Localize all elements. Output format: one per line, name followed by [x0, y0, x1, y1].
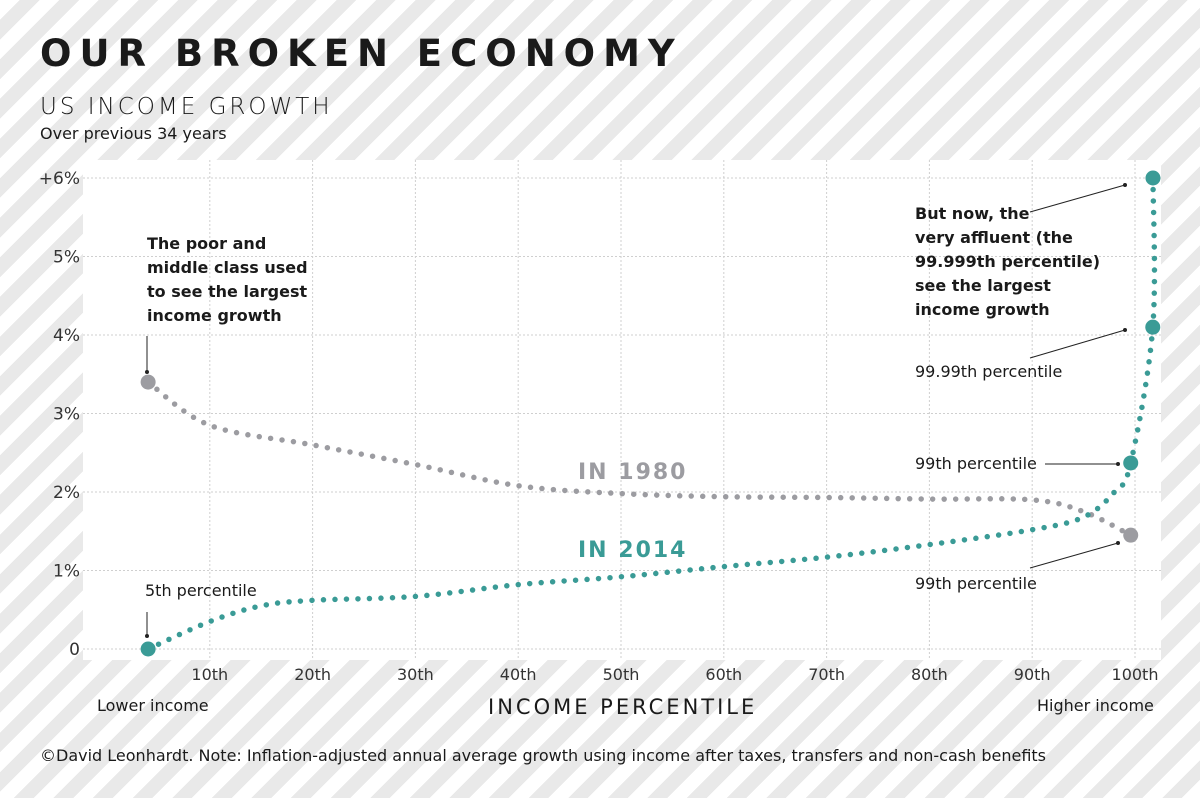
highlight-point — [1145, 319, 1161, 335]
highlight-point — [1123, 455, 1139, 471]
x-tick-label: 40th — [500, 665, 537, 684]
arrow-head — [1116, 462, 1120, 466]
y-tick-label: 5% — [53, 248, 80, 268]
annotation-poor: The poor and middle class used to see th… — [147, 232, 308, 328]
annotation-line: very affluent (the — [915, 228, 1073, 247]
arrow-head — [145, 634, 149, 638]
x-tick-label: 10th — [191, 665, 228, 684]
x-tick-label: 60th — [705, 665, 742, 684]
annotation-line: The poor and — [147, 234, 267, 253]
annotation-line: middle class used — [147, 258, 308, 277]
annotation-99-99th: 99.99th percentile — [915, 362, 1063, 381]
arrow-head — [1116, 541, 1120, 545]
x-tick-label: 30th — [397, 665, 434, 684]
annotation-line: income growth — [147, 306, 282, 325]
x-tick-label: 80th — [911, 665, 948, 684]
annotation-arrow — [1029, 184, 1126, 213]
annotation-line: see the largest — [915, 276, 1051, 295]
series-label-2014: IN 2014 — [578, 538, 688, 563]
highlight-point — [140, 374, 156, 390]
annotation-5th: 5th percentile — [145, 581, 257, 600]
x-tick-label: 100th — [1112, 665, 1159, 684]
page-title: OUR BROKEN ECONOMY — [40, 32, 683, 75]
arrow-head — [145, 370, 149, 374]
annotation-arrow — [1029, 329, 1126, 359]
y-tick-label: 2% — [53, 483, 80, 503]
annotation-line: But now, the — [915, 204, 1030, 223]
annotation-arrow — [1029, 542, 1119, 569]
highlight-point — [140, 641, 156, 657]
x-axis-label: INCOME PERCENTILE — [488, 695, 758, 719]
y-tick-label: 1% — [53, 562, 80, 582]
x-tick-label: 90th — [1014, 665, 1051, 684]
series-label-1980: IN 1980 — [578, 460, 688, 485]
x-left-label: Lower income — [97, 696, 209, 715]
y-tick-label: 3% — [53, 405, 80, 425]
y-tick-label: +6% — [39, 169, 80, 189]
footnote: ©David Leonhardt. Note: Inflation-adjust… — [40, 746, 1047, 765]
highlight-point — [1123, 527, 1139, 543]
highlight-point — [1145, 170, 1161, 186]
x-tick-label: 50th — [603, 665, 640, 684]
chart-subtitle: US INCOME GROWTH — [40, 94, 333, 120]
y-tick-label: 0 — [69, 640, 80, 660]
x-tick-label: 70th — [808, 665, 845, 684]
annotation-99th-1980: 99th percentile — [915, 574, 1037, 593]
y-tick-label: 4% — [53, 326, 80, 346]
annotation-99th-2014: 99th percentile — [915, 454, 1037, 473]
arrow-head — [1123, 328, 1127, 332]
arrow-head — [1123, 183, 1127, 187]
annotation-line: income growth — [915, 300, 1050, 319]
x-right-label: Higher income — [1037, 696, 1154, 715]
annotation-affluent: But now, the very affluent (the 99.999th… — [915, 202, 1100, 322]
annotation-line: 99.999th percentile) — [915, 252, 1101, 271]
chart-subsubtitle: Over previous 34 years — [40, 124, 227, 143]
annotation-line: to see the largest — [147, 282, 308, 301]
x-tick-label: 20th — [294, 665, 331, 684]
